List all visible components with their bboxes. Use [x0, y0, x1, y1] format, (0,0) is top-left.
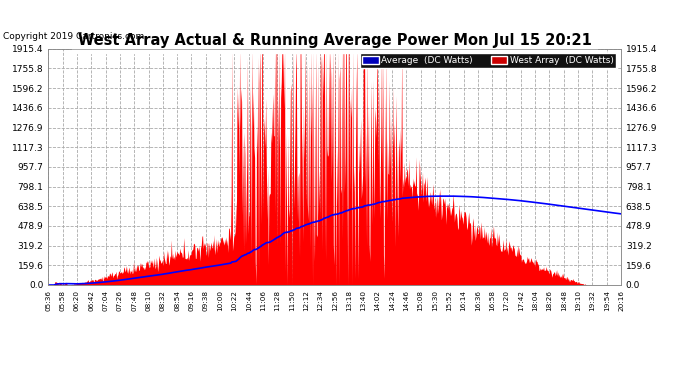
Title: West Array Actual & Running Average Power Mon Jul 15 20:21: West Array Actual & Running Average Powe… [78, 33, 591, 48]
Legend: Average  (DC Watts), West Array  (DC Watts): Average (DC Watts), West Array (DC Watts… [359, 53, 616, 68]
Text: Copyright 2019 Cartronics.com: Copyright 2019 Cartronics.com [3, 32, 145, 41]
